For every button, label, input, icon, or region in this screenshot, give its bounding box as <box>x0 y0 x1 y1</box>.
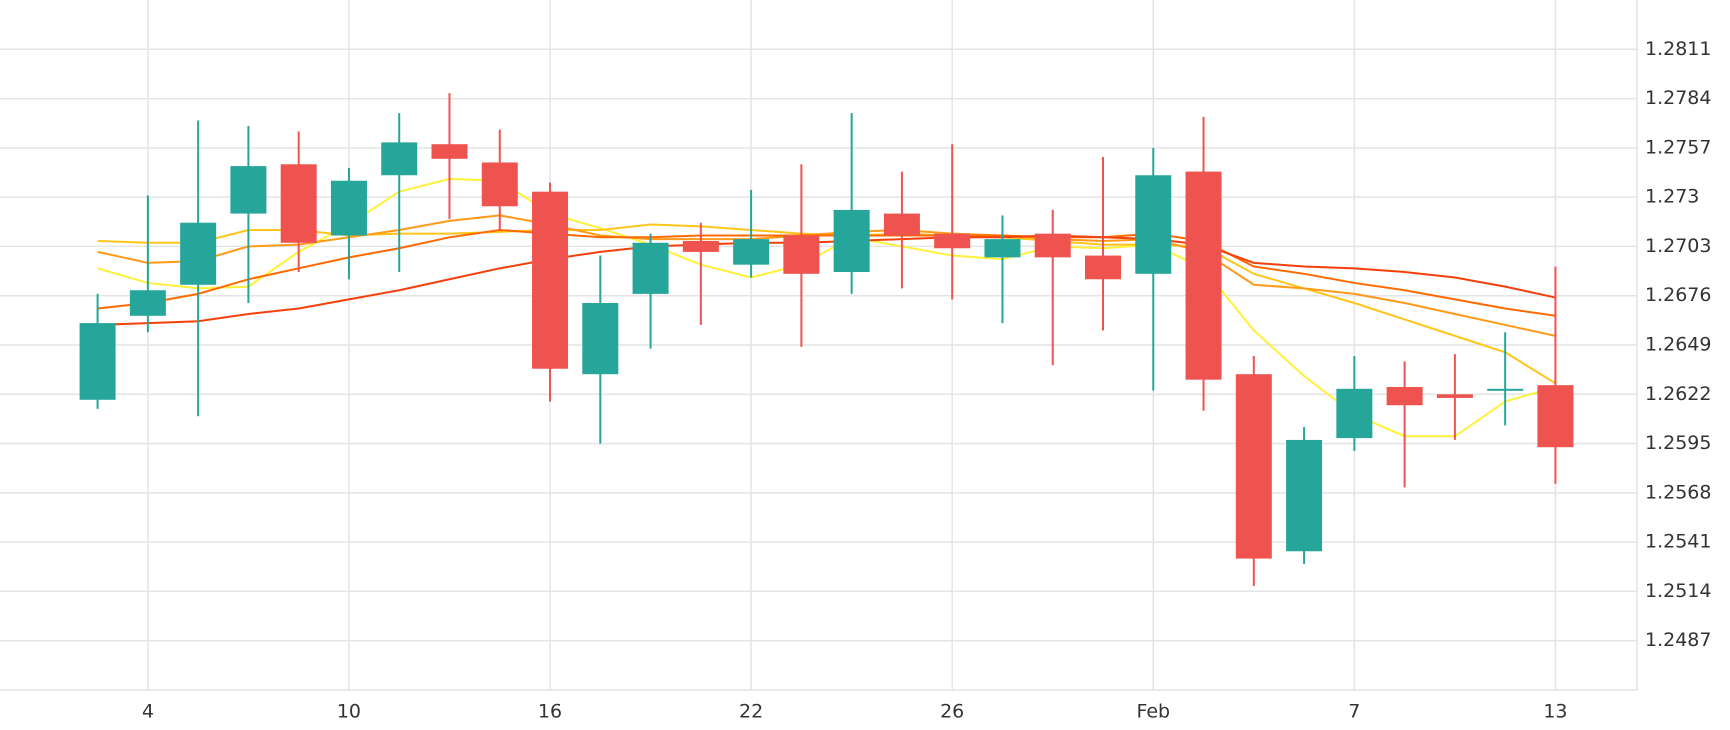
x-tick-label: 4 <box>142 701 154 723</box>
y-tick-label: 1.2676 <box>1645 284 1711 306</box>
candle-body <box>532 191 569 369</box>
moving-average-line <box>97 234 1556 326</box>
y-tick-label: 1.2595 <box>1645 432 1711 454</box>
candle-body <box>883 213 920 236</box>
candle-body <box>733 239 770 265</box>
candle-body <box>682 240 719 252</box>
candle-body <box>180 222 217 285</box>
y-tick-label: 1.2703 <box>1645 235 1711 257</box>
candle-body <box>833 209 870 272</box>
candle-body <box>1135 175 1172 274</box>
candle-body <box>1286 439 1323 552</box>
candle-body <box>783 235 820 274</box>
y-tick-label: 1.2514 <box>1645 580 1711 602</box>
candle-body <box>381 142 418 176</box>
moving-average-line <box>97 223 1556 385</box>
candle-body <box>1085 255 1121 280</box>
candle-body <box>1235 374 1272 559</box>
y-tick-label: 1.2541 <box>1645 531 1711 553</box>
moving-average-line <box>97 228 1556 317</box>
x-tick-label: 7 <box>1348 701 1360 723</box>
x-tick-label: Feb <box>1136 701 1170 723</box>
candle-body <box>1487 388 1524 391</box>
candle-body <box>632 242 669 294</box>
y-tick-label: 1.2487 <box>1645 629 1711 651</box>
candle-body <box>1336 388 1373 439</box>
x-tick-label: 10 <box>337 701 361 723</box>
y-tick-label: 1.2811 <box>1645 38 1711 60</box>
candle-body <box>280 164 317 243</box>
y-tick-label: 1.273 <box>1645 186 1699 208</box>
x-tick-label: 22 <box>739 701 763 723</box>
moving-average-line <box>97 214 1556 337</box>
x-tick-label: 13 <box>1543 701 1567 723</box>
y-tick-label: 1.2757 <box>1645 136 1711 158</box>
candle-body <box>1034 233 1071 258</box>
candle-body <box>79 323 116 400</box>
y-tick-label: 1.2568 <box>1645 481 1711 503</box>
x-tick-label: 26 <box>940 701 964 723</box>
candle-body <box>1185 171 1222 380</box>
candle-body <box>330 180 367 236</box>
x-tick-label: 16 <box>538 701 562 723</box>
candle-body <box>984 239 1021 258</box>
candle-body <box>934 233 971 249</box>
candle-body <box>230 166 267 214</box>
candle-body <box>1537 385 1574 448</box>
candle-body <box>582 303 619 375</box>
y-tick-label: 1.2649 <box>1645 334 1711 356</box>
candle-body <box>129 290 166 316</box>
y-tick-label: 1.2622 <box>1645 383 1711 405</box>
candle-body <box>431 144 468 159</box>
candle-body <box>481 162 518 207</box>
candle-body <box>1386 386 1423 406</box>
y-tick-label: 1.2784 <box>1645 87 1711 109</box>
candle-body <box>1436 394 1473 398</box>
